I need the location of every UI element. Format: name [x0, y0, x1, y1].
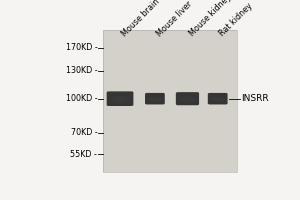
Text: Mouse kidney: Mouse kidney: [188, 0, 233, 38]
FancyBboxPatch shape: [176, 92, 199, 105]
Text: 100KD -: 100KD -: [66, 94, 97, 103]
Bar: [103, 30, 238, 172]
Text: 55KD -: 55KD -: [70, 150, 97, 159]
FancyBboxPatch shape: [107, 91, 134, 106]
Ellipse shape: [179, 96, 196, 102]
Text: 170KD -: 170KD -: [65, 43, 97, 52]
FancyBboxPatch shape: [145, 93, 165, 104]
Ellipse shape: [210, 97, 225, 102]
Text: INSRR: INSRR: [241, 94, 268, 103]
Text: 70KD -: 70KD -: [70, 128, 97, 137]
Text: Mouse liver: Mouse liver: [155, 0, 194, 38]
Ellipse shape: [148, 97, 162, 102]
Ellipse shape: [110, 96, 130, 103]
Text: Rat kidney: Rat kidney: [218, 1, 254, 38]
Text: Mouse brain: Mouse brain: [120, 0, 161, 38]
Bar: [103, 30, 238, 172]
FancyBboxPatch shape: [208, 93, 228, 104]
Text: 130KD -: 130KD -: [66, 66, 97, 75]
